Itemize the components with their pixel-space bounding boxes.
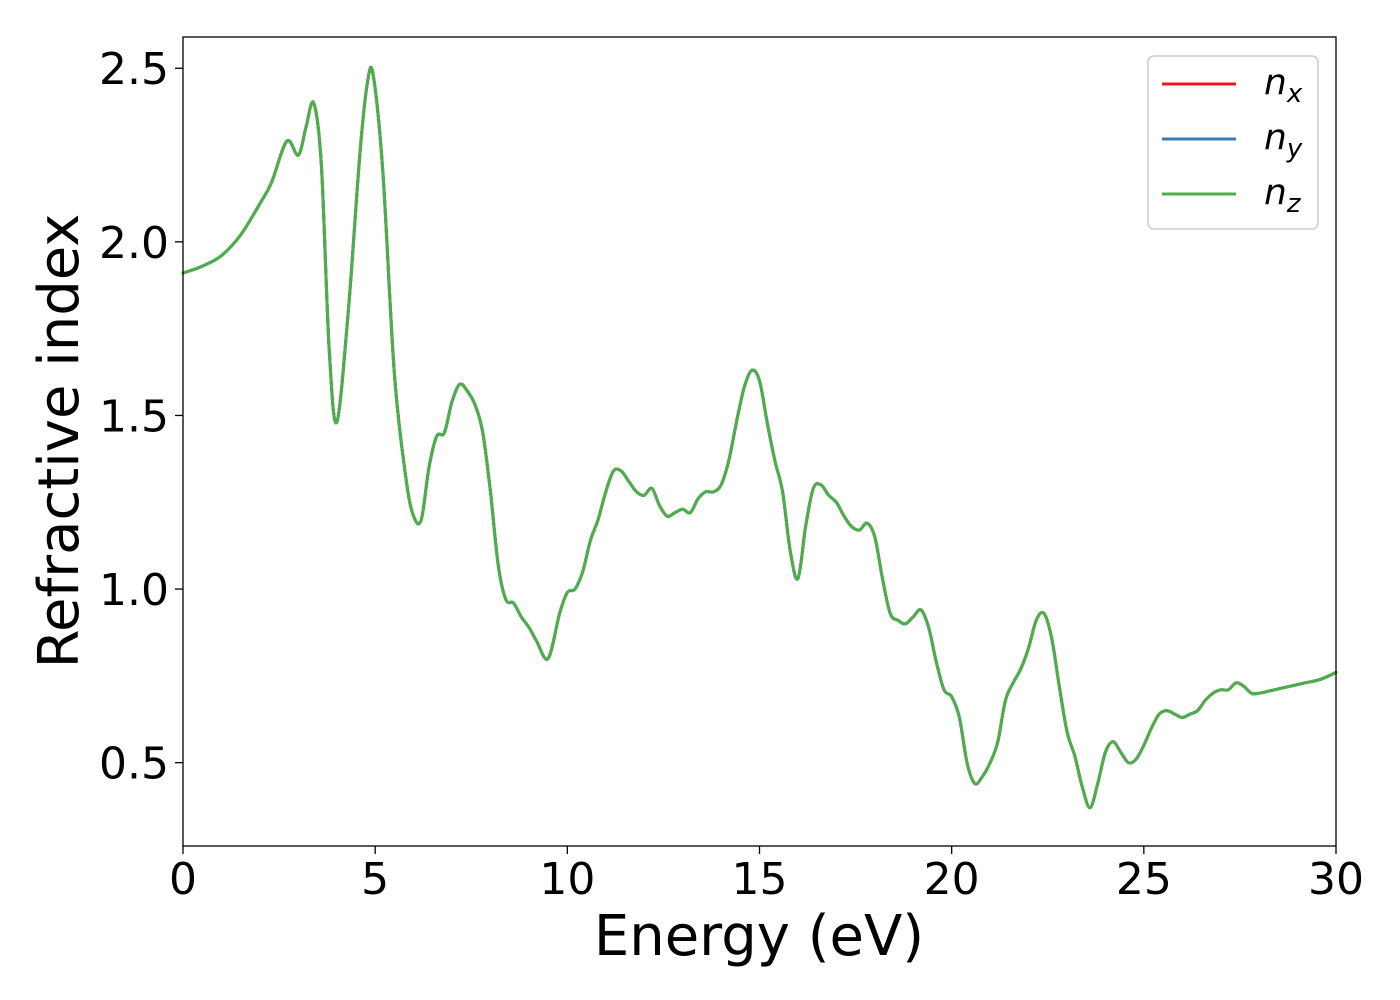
x-tick-label: 20 bbox=[924, 854, 980, 905]
y-axis-label: Refractive index bbox=[27, 214, 92, 669]
y-tick-label: 0.5 bbox=[99, 739, 169, 790]
x-tick-label: 10 bbox=[539, 854, 595, 905]
y-tick-label: 1.5 bbox=[99, 391, 169, 442]
y-tick-label: 2.5 bbox=[99, 44, 169, 95]
legend-label-z: nz bbox=[1264, 172, 1302, 219]
legend-label-x: nx bbox=[1264, 62, 1303, 109]
x-tick-label: 5 bbox=[361, 854, 389, 905]
legend-label-y: ny bbox=[1264, 117, 1303, 164]
x-tick-label: 0 bbox=[169, 854, 197, 905]
x-axis-ticks: 0 5 10 15 20 25 30 bbox=[169, 846, 1364, 905]
y-tick-label: 2.0 bbox=[99, 218, 169, 269]
y-tick-label: 1.0 bbox=[99, 565, 169, 616]
x-tick-label: 25 bbox=[1116, 854, 1172, 905]
y-axis-ticks: 0.5 1.0 1.5 2.0 2.5 bbox=[99, 44, 183, 790]
x-tick-label: 30 bbox=[1308, 854, 1364, 905]
legend: nx ny nz bbox=[1147, 55, 1319, 230]
series-layer bbox=[181, 65, 1338, 810]
x-tick-label: 15 bbox=[732, 854, 788, 905]
x-axis-label: Energy (eV) bbox=[594, 904, 924, 969]
legend-box bbox=[1147, 55, 1319, 230]
series-line-n-z bbox=[181, 65, 1338, 810]
